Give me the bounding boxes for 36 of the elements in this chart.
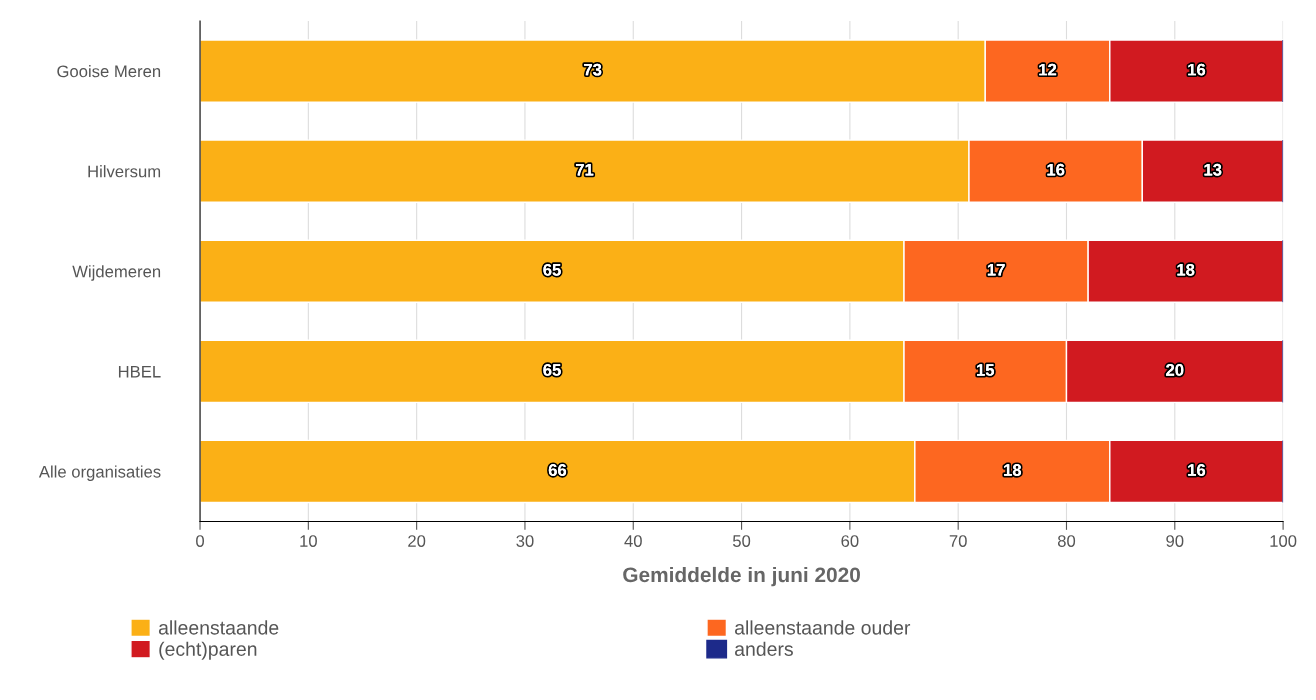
data-label: 16: [1188, 464, 1206, 476]
data-label: 71: [575, 163, 594, 176]
data-label: 16: [1188, 63, 1206, 76]
x-tick-label: 30: [516, 535, 534, 547]
data-label: 66: [548, 464, 567, 476]
x-tick-label: 90: [1166, 535, 1184, 547]
y-tick-label: Alle organisaties: [38, 465, 161, 481]
data-label: 65: [543, 364, 561, 376]
x-tick-label: 20: [408, 535, 426, 547]
x-tick-label: 10: [300, 535, 317, 547]
data-label: 20: [1166, 364, 1184, 376]
data-label: 18: [1004, 464, 1022, 476]
legend-label: (echt)paren: [159, 641, 257, 660]
y-tick-label: Wijdemeren: [72, 265, 161, 281]
data-label: 16: [1047, 163, 1065, 176]
x-axis-title: Gemiddelde in juni 2020: [623, 566, 860, 587]
data-label: 17: [987, 264, 1005, 276]
data-label: 73: [584, 63, 602, 76]
y-tick-label: HBEL: [118, 365, 161, 378]
y-tick-label: Hilversum: [88, 165, 161, 178]
x-tick-label: 60: [841, 535, 859, 547]
data-label: 13: [1204, 163, 1222, 176]
x-tick-label: 50: [732, 535, 751, 547]
x-tick-label: 70: [949, 535, 967, 547]
data-label: 15: [977, 364, 995, 376]
legend-label: anders: [735, 641, 793, 656]
x-tick-label: 100: [1270, 535, 1297, 547]
x-tick-label: 40: [624, 535, 642, 547]
legend-label: alleenstaande ouder: [735, 620, 911, 635]
data-label: 18: [1177, 263, 1195, 276]
data-label: 12: [1039, 63, 1057, 76]
legend-label: alleenstaande: [158, 620, 279, 635]
x-tick-label: 80: [1057, 535, 1076, 547]
y-tick-label: Gooise Meren: [57, 65, 161, 78]
data-label: 65: [543, 263, 561, 276]
x-tick-label: 0: [196, 535, 205, 547]
